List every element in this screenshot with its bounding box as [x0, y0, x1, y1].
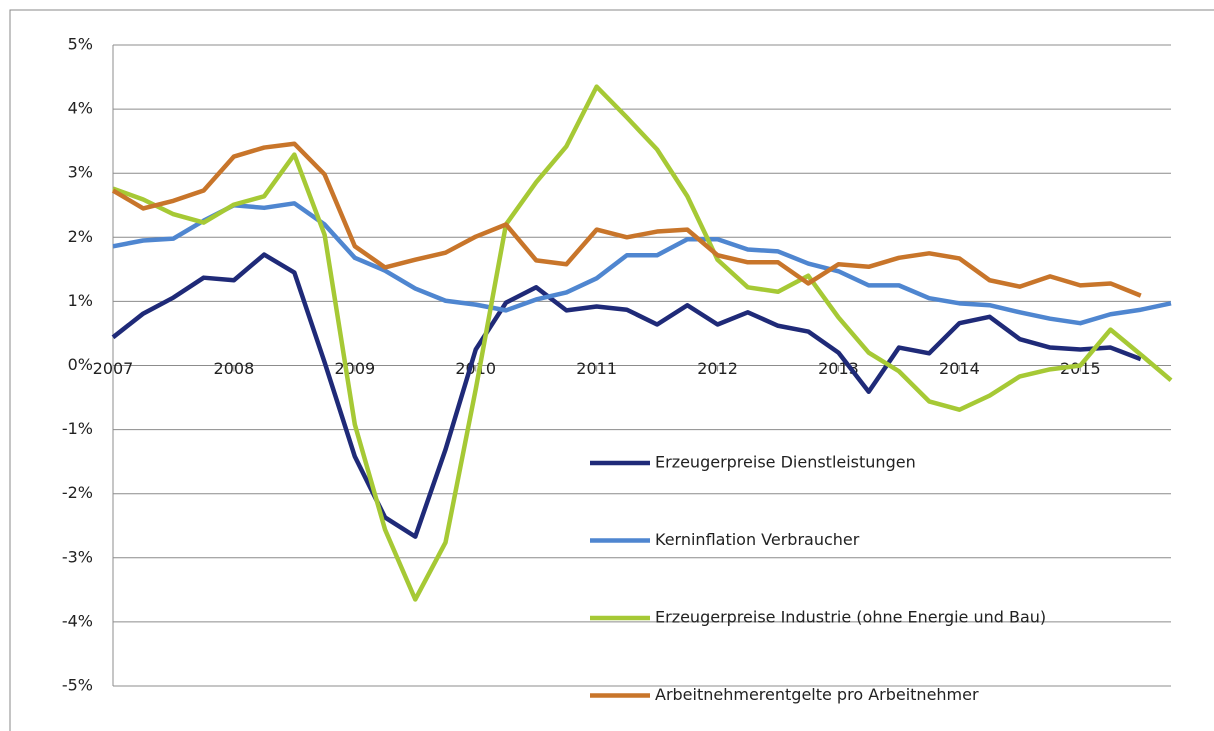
x-tick-label: 2010 — [455, 359, 496, 378]
y-tick-label: -2% — [62, 483, 93, 502]
series-line — [112, 201, 1172, 326]
x-tick-label: 2008 — [214, 359, 255, 378]
legend-label: Kerninflation Verbraucher — [655, 530, 860, 549]
x-tick-label: 2014 — [939, 359, 980, 378]
y-tick-label: -3% — [62, 547, 93, 566]
legend-label: Arbeitnehmerentgelte pro Arbeitnehmer — [655, 685, 979, 704]
series-line — [112, 84, 1173, 602]
y-tick-label: 4% — [68, 99, 93, 118]
y-tick-label: 5% — [68, 35, 93, 54]
chart-frame — [9, 9, 1214, 731]
x-tick-label: 2009 — [334, 359, 375, 378]
x-tick-label: 2015 — [1060, 359, 1101, 378]
y-tick-label: 2% — [68, 227, 93, 246]
y-tick-label: -5% — [62, 676, 93, 695]
series-line — [111, 252, 1142, 539]
y-tick-label: 0% — [68, 355, 93, 374]
y-tick-label: 3% — [68, 163, 93, 182]
y-tick-label: -4% — [62, 611, 93, 630]
legend-label: Erzeugerpreise Industrie (ohne Energie u… — [655, 608, 1046, 627]
x-tick-label: 2012 — [697, 359, 738, 378]
x-tick-label: 2011 — [576, 359, 617, 378]
y-tick-label: 1% — [68, 291, 93, 310]
x-tick-label: 2007 — [93, 359, 134, 378]
y-tick-label: -1% — [62, 419, 93, 438]
series-line — [111, 141, 1142, 298]
legend-label: Erzeugerpreise Dienstleistungen — [655, 453, 916, 472]
